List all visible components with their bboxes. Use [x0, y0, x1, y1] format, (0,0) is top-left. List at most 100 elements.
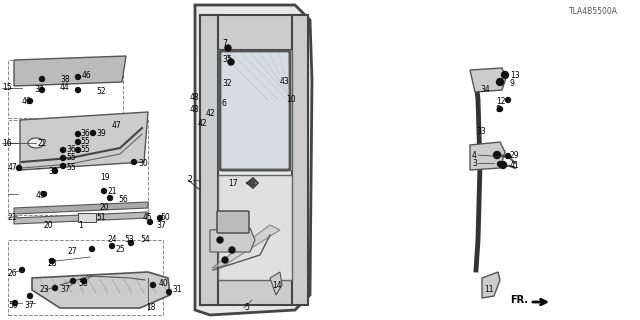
Text: 19: 19 [100, 172, 109, 181]
Bar [8, 240, 163, 315]
Text: 4: 4 [472, 150, 477, 159]
Circle shape [108, 196, 113, 201]
Circle shape [76, 87, 81, 92]
Text: 45: 45 [143, 213, 153, 222]
Polygon shape [14, 212, 148, 224]
Text: 46: 46 [82, 71, 92, 81]
Circle shape [81, 278, 86, 284]
Text: 50: 50 [78, 278, 88, 287]
Polygon shape [14, 202, 148, 214]
Text: 38: 38 [60, 75, 70, 84]
Circle shape [49, 259, 54, 263]
Polygon shape [78, 213, 96, 222]
Text: 16: 16 [2, 139, 12, 148]
Text: 25: 25 [115, 244, 125, 253]
Circle shape [52, 285, 58, 291]
Text: 53: 53 [124, 236, 134, 244]
Circle shape [17, 165, 22, 171]
Circle shape [90, 131, 95, 135]
Text: 41: 41 [510, 162, 520, 171]
Text: 47: 47 [112, 122, 122, 131]
Text: 27: 27 [68, 247, 77, 257]
Text: 30: 30 [138, 158, 148, 167]
Text: 2: 2 [188, 175, 193, 185]
Circle shape [225, 45, 231, 51]
Circle shape [61, 164, 65, 169]
Text: 5: 5 [244, 303, 249, 313]
Text: 54: 54 [140, 236, 150, 244]
Text: 34: 34 [480, 85, 490, 94]
Circle shape [497, 78, 504, 85]
Text: 37: 37 [24, 300, 34, 309]
Text: 43: 43 [280, 77, 290, 86]
Text: 11: 11 [484, 285, 493, 294]
Polygon shape [195, 5, 312, 315]
Polygon shape [32, 272, 170, 308]
Circle shape [129, 241, 134, 245]
Circle shape [40, 87, 45, 92]
Text: 48: 48 [190, 105, 200, 114]
Text: 17: 17 [228, 179, 237, 188]
Text: 24: 24 [108, 236, 118, 244]
Text: 31: 31 [172, 285, 182, 294]
Text: 23: 23 [40, 285, 50, 294]
Polygon shape [200, 15, 218, 305]
Text: 55: 55 [80, 146, 90, 155]
Text: 40: 40 [159, 279, 169, 289]
Text: 1: 1 [78, 220, 83, 229]
Text: 56: 56 [118, 196, 128, 204]
Text: 22: 22 [38, 139, 47, 148]
Text: 6: 6 [222, 100, 227, 108]
Circle shape [131, 159, 136, 164]
Circle shape [76, 140, 81, 145]
Circle shape [90, 246, 95, 252]
Polygon shape [218, 175, 292, 280]
Text: 47: 47 [8, 164, 18, 172]
Text: 28: 28 [48, 259, 58, 268]
Text: 7: 7 [222, 39, 227, 49]
Circle shape [493, 151, 500, 158]
Polygon shape [292, 15, 308, 305]
Circle shape [42, 191, 47, 196]
Circle shape [222, 257, 228, 263]
Text: 18: 18 [146, 303, 156, 313]
Text: 9: 9 [510, 78, 515, 87]
Circle shape [506, 98, 511, 102]
Circle shape [40, 76, 45, 82]
Text: 32: 32 [222, 78, 232, 87]
Polygon shape [200, 15, 305, 50]
Text: 37: 37 [156, 221, 166, 230]
Text: TLA4B5500A: TLA4B5500A [569, 7, 618, 17]
Circle shape [61, 156, 65, 161]
Text: 26: 26 [8, 268, 18, 277]
Bar [8, 60, 123, 118]
Circle shape [52, 169, 58, 173]
Text: 44: 44 [60, 84, 70, 92]
Text: 35: 35 [222, 54, 232, 63]
Circle shape [497, 107, 502, 111]
Circle shape [166, 290, 172, 294]
Text: 36: 36 [66, 146, 76, 155]
Circle shape [76, 148, 81, 153]
Text: 51: 51 [96, 213, 106, 222]
Circle shape [147, 220, 152, 225]
Circle shape [497, 162, 502, 166]
Text: 10: 10 [286, 94, 296, 103]
Text: 37: 37 [60, 285, 70, 294]
Polygon shape [210, 228, 255, 252]
Circle shape [13, 300, 17, 306]
Text: 3: 3 [472, 159, 477, 169]
Text: 33: 33 [476, 127, 486, 137]
Text: 12: 12 [496, 98, 506, 107]
Ellipse shape [28, 138, 44, 148]
Circle shape [28, 293, 33, 299]
Text: 50: 50 [160, 213, 170, 222]
Text: 55: 55 [66, 163, 76, 172]
Polygon shape [470, 68, 506, 92]
Text: 36: 36 [80, 130, 90, 139]
Circle shape [499, 162, 506, 169]
Text: 21: 21 [8, 213, 17, 222]
Circle shape [228, 59, 234, 65]
Circle shape [19, 268, 24, 273]
Circle shape [70, 278, 76, 284]
